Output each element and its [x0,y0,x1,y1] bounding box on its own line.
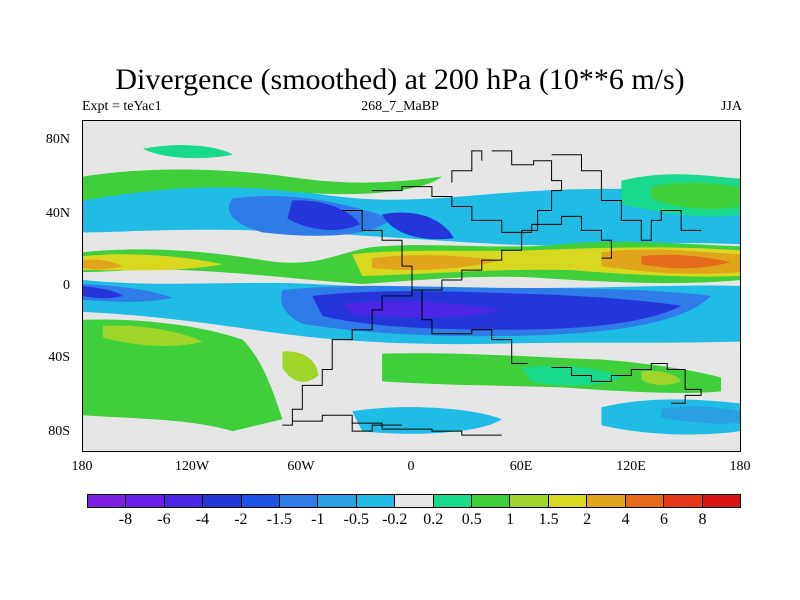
colorbar-swatch [510,495,549,507]
coastline-asia-pacific [551,154,702,241]
lon-label-120w: 120W [174,459,210,474]
colorbar-label: 4 [621,511,630,528]
season-label: JJA [720,99,742,114]
colorbar-label: -4 [195,511,210,528]
colorbar-label: -2 [234,511,248,528]
colorbar-swatch [433,495,473,507]
colorbar-swatch [356,495,396,507]
coastlines [282,150,702,436]
divergence-map [82,120,741,452]
coastline-eurasia [372,186,612,259]
coastline-americas [282,150,563,426]
field-region [641,254,732,269]
colorbar-swatch [126,495,165,507]
coastline-sea [451,150,483,183]
colorbar-label: -1 [311,511,325,528]
colorbar-swatch [664,495,703,507]
coastline-meridian [351,421,403,432]
field-region [641,370,682,386]
colorbar-swatch [203,495,242,507]
colorbar-swatch [395,495,434,507]
colorbar-swatch [587,495,626,507]
colorbar-swatch [241,495,281,507]
field-region [282,351,319,382]
colorbar-label: -8 [118,511,133,528]
lat-label-40n: 40N [45,206,70,221]
coastline-australia [551,363,702,404]
experiment-label: Expt = teYac1 [82,99,162,114]
colorbar-label: -0.2 [382,511,408,528]
colorbar-label: -0.5 [343,511,369,528]
field-region [382,212,454,240]
field-region [142,145,233,159]
colorbar-label: 8 [698,511,707,528]
colorbar-swatch [164,495,204,507]
map-title: Divergence (smoothed) at 200 hPa (10**6 … [115,63,685,96]
colorbar-swatch [318,495,357,507]
colorbar [87,494,741,508]
colorbar-swatch [625,495,665,507]
field-region [83,319,283,432]
field-region [83,286,123,299]
field-region [661,406,740,424]
field-region [287,200,361,231]
colorbar-label: -1.5 [266,511,293,528]
colorbar-swatch [88,495,127,507]
case-label: 268_7_MaBP [361,99,439,114]
colorbar-swatch [280,495,319,507]
lat-label-80n: 80N [45,132,70,147]
lon-label-60e: 60E [509,459,533,474]
colorbar-label: 6 [660,511,669,528]
colorbar-label: 1 [506,511,515,528]
lon-label-0: 0 [407,459,415,474]
colorbar-label: 0.5 [461,511,482,528]
colorbar-label: 1.5 [538,511,559,528]
colorbar-label: 0.2 [423,511,444,528]
coastline-south [292,414,502,436]
lat-label-80s: 80S [48,424,70,439]
lon-label-180e: 180 [729,459,751,474]
field-region [352,407,502,434]
divergence-fields [83,145,740,435]
colorbar-swatch [472,495,511,507]
lon-label-120e: 120E [616,459,646,474]
colorbar-label: 2 [583,511,592,528]
field-region [102,325,203,346]
coastline-africa [342,209,528,365]
lon-label-180w: 180 [71,459,93,474]
lon-label-60w: 60W [287,459,315,474]
field-region [651,182,740,209]
field-region [83,169,442,201]
lat-label-0: 0 [63,278,70,293]
colorbar-swatch [548,495,588,507]
colorbar-swatch [702,495,740,507]
colorbar-label: -6 [157,511,171,528]
lat-label-40s: 40S [48,350,70,365]
field-region [83,259,123,270]
